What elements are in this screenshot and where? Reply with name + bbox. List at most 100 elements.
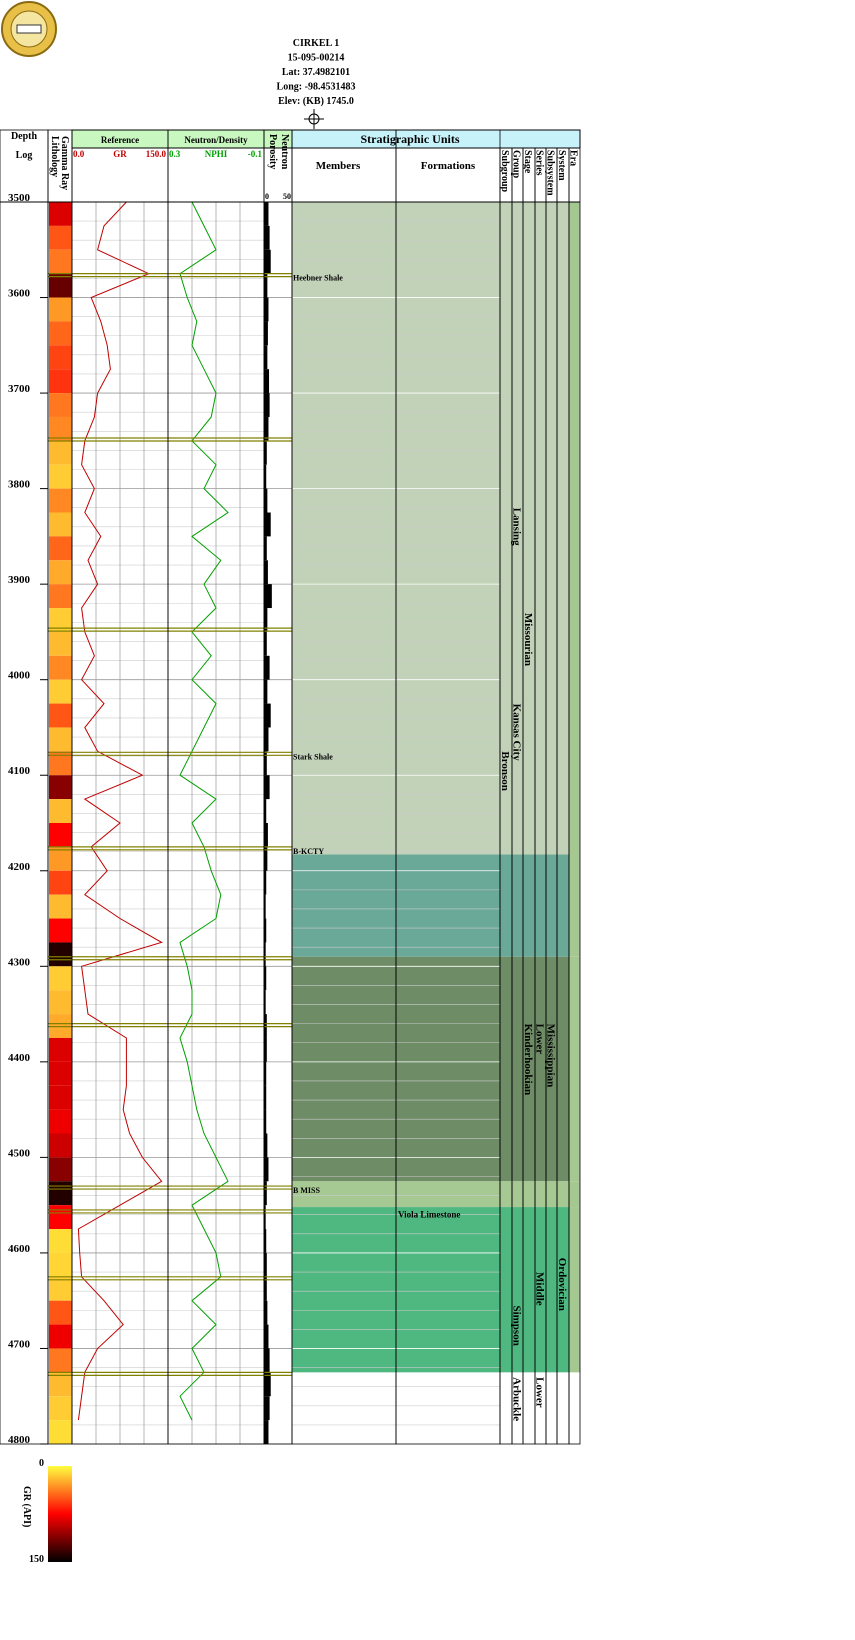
porosity-fill: [264, 512, 271, 537]
lithology-cell: [49, 799, 72, 823]
lithology-cell: [49, 1276, 72, 1301]
porosity-fill: [264, 1205, 266, 1230]
porosity-fill: [264, 536, 267, 561]
porosity-fill: [264, 1181, 267, 1206]
depth-label: 3600: [8, 288, 31, 300]
depth-label: 3500: [8, 192, 31, 204]
strat-col-header: Group: [511, 150, 522, 179]
lithology-cell: [49, 751, 72, 776]
porosity-fill: [264, 1300, 268, 1325]
depth-label: 4000: [8, 670, 31, 682]
lithology-cell: [49, 560, 72, 585]
lithology-cell: [49, 990, 72, 1015]
lithology-cell: [49, 1348, 72, 1373]
lithology-cell: [49, 512, 72, 537]
top-label: B MISS: [293, 1186, 320, 1195]
title-line: 15-095-00214: [288, 53, 345, 64]
scale-label: 0.0: [73, 149, 85, 159]
porosity-fill: [264, 1157, 269, 1182]
strat-label: Simpson: [511, 1305, 523, 1345]
scale-label: -0.1: [248, 149, 263, 159]
lithology-cell: [49, 1205, 72, 1230]
porosity-fill: [264, 297, 269, 322]
porosity-fill: [264, 1324, 269, 1349]
porosity-fill: [264, 1396, 270, 1421]
lithology-cell: [49, 1420, 72, 1444]
scale-label: 0.3: [169, 149, 181, 159]
gr-curve: [77, 201, 163, 1421]
lithology-cell: [49, 225, 72, 250]
scale-label: GR: [113, 149, 127, 159]
lithology-cell: [49, 775, 72, 800]
porosity-fill: [264, 249, 271, 274]
lithology-cell: [49, 1252, 72, 1277]
porosity-fill: [264, 584, 272, 609]
zone-era: [569, 956, 580, 1182]
column-frame: [568, 147, 581, 1445]
zone-era: [569, 854, 580, 957]
porosity-fill: [264, 1420, 269, 1444]
zone-era: [569, 1207, 580, 1373]
porosity-fill: [264, 631, 267, 656]
depth-label: 4300: [8, 956, 31, 968]
zone-era: [569, 1181, 580, 1208]
legend-gradient: [48, 1466, 72, 1562]
strat-col-header: Series: [534, 150, 545, 176]
legend-max: 150: [29, 1554, 44, 1565]
porosity-fill: [264, 655, 270, 680]
strat-col-header: Subgroup: [499, 150, 510, 193]
lithology-cell: [49, 894, 72, 919]
lithology-header: Lithology: [49, 136, 60, 177]
strat-label: Mississippian: [544, 1024, 556, 1088]
scale-label: 0: [265, 192, 269, 201]
porosity-fill: [264, 727, 269, 752]
lithology-cell: [49, 1372, 72, 1397]
legend-min: 0: [39, 1458, 44, 1469]
lithology-cell: [49, 846, 72, 871]
porosity-fill: [264, 488, 268, 513]
porosity-fill: [264, 273, 268, 298]
zone: [292, 1181, 569, 1208]
nphi-curve: [179, 201, 229, 1421]
lithology-cell: [49, 918, 72, 943]
lithology-cell: [49, 393, 72, 417]
porosity-fill: [264, 1276, 267, 1301]
depth-label: 3800: [8, 479, 31, 491]
depth-label: 4400: [8, 1052, 31, 1064]
porosity-header: Porosity: [267, 134, 278, 169]
legend-title: GR (API): [21, 1486, 32, 1527]
porosity-fill: [264, 1109, 267, 1134]
lithology-cell: [49, 369, 72, 394]
strat-label: Arbuckle: [511, 1377, 523, 1421]
well-symbol: [304, 109, 324, 129]
lithology-cell: [49, 1109, 72, 1134]
lithology-cell: [49, 440, 72, 465]
lithology-cell: [49, 416, 72, 441]
porosity-fill: [264, 202, 269, 226]
depth-label: 4800: [8, 1434, 31, 1446]
lithology-cell: [49, 536, 72, 561]
depth-header: Log: [16, 150, 33, 161]
track-header: Reference: [101, 135, 139, 145]
lithology-cell: [49, 727, 72, 752]
zone: [292, 854, 569, 957]
porosity-fill: [264, 679, 268, 704]
lithology-cell: [49, 249, 72, 274]
porosity-fill: [264, 416, 269, 441]
depth-label: 4500: [8, 1147, 31, 1159]
lithology-cell: [49, 1014, 72, 1038]
lithology-header: Gamma Ray: [59, 136, 70, 190]
porosity-fill: [264, 775, 270, 800]
zone: [292, 202, 569, 855]
porosity-fill: [264, 1037, 267, 1062]
porosity-fill: [264, 440, 267, 465]
lithology-cell: [49, 321, 72, 346]
porosity-fill: [264, 703, 271, 728]
strat-title: Stratigraphic Units: [361, 132, 460, 146]
depth-label: 4100: [8, 765, 31, 777]
lithology-cell: [49, 584, 72, 609]
porosity-fill: [264, 1133, 268, 1158]
depth-header: Depth: [11, 131, 38, 142]
lithology-cell: [49, 1324, 72, 1349]
